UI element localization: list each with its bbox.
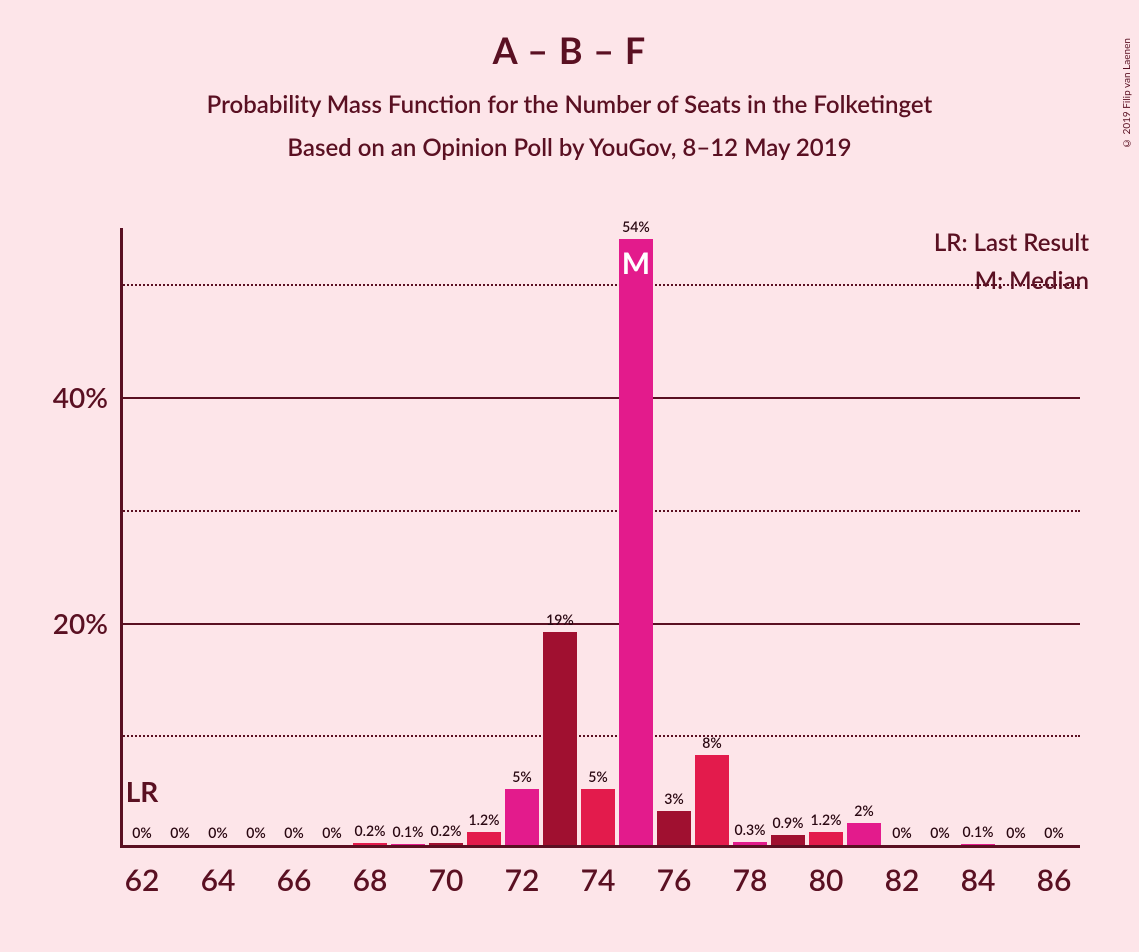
copyright: © 2019 Filip van Laenen <box>1121 38 1133 149</box>
x-tick-label: 64 <box>201 862 236 898</box>
bar-value-label: 0% <box>246 824 265 841</box>
last-result-mark: LR <box>126 774 159 808</box>
bar: 0.9% <box>771 835 804 845</box>
gridline-minor <box>120 510 1080 512</box>
bar: 0.1% <box>961 844 994 845</box>
bar: 0.1% <box>391 844 424 845</box>
bar-value-label: 0% <box>322 824 341 841</box>
gridline-minor <box>120 284 1080 286</box>
median-mark: M <box>622 245 650 281</box>
x-tick-label: 68 <box>353 862 388 898</box>
bar-value-label: 2% <box>854 802 873 819</box>
bar-value-label: 19% <box>546 611 574 628</box>
bar-value-label: 0.2% <box>431 822 462 839</box>
bar: 3% <box>657 811 690 845</box>
x-tick-label: 82 <box>885 862 920 898</box>
bar-value-label: 0.1% <box>963 823 994 840</box>
x-tick-label: 86 <box>1037 862 1072 898</box>
bar: 0.2% <box>353 843 386 845</box>
bar-value-label: 0% <box>1044 824 1063 841</box>
bar-value-label: 8% <box>702 734 721 751</box>
x-tick-label: 80 <box>809 862 844 898</box>
chart-subtitle-2: Based on an Opinion Poll by YouGov, 8–12… <box>0 133 1139 162</box>
bar: 0.2% <box>429 843 462 845</box>
x-tick-label: 66 <box>277 862 312 898</box>
y-tick-label: 40% <box>53 380 108 414</box>
x-tick-label: 84 <box>961 862 996 898</box>
x-tick-label: 76 <box>657 862 692 898</box>
gridline-major <box>120 623 1080 625</box>
bar-value-label: 0% <box>208 824 227 841</box>
bar: 5% <box>581 789 614 845</box>
bar: 1.2% <box>809 832 842 845</box>
bar: 5% <box>505 789 538 845</box>
bar-value-label: 0.2% <box>355 822 386 839</box>
bar: 19% <box>543 632 576 845</box>
bar: 54%M <box>619 239 652 845</box>
bar: 8% <box>695 755 728 845</box>
bar-value-label: 3% <box>664 790 683 807</box>
bar-value-label: 0.1% <box>393 823 424 840</box>
bar-value-label: 1.2% <box>811 811 842 828</box>
bar-value-label: 5% <box>588 768 607 785</box>
bar-value-label: 0% <box>930 824 949 841</box>
gridline-minor <box>120 735 1080 737</box>
bar-value-label: 0% <box>1006 824 1025 841</box>
bar-value-label: 54% <box>622 218 650 235</box>
bar-value-label: 0% <box>170 824 189 841</box>
y-tick-label: 20% <box>53 606 108 640</box>
pmf-bar-chart: 20%40%626466687072747678808284860%0%0%0%… <box>120 228 1080 848</box>
x-tick-label: 62 <box>125 862 160 898</box>
x-axis <box>120 845 1080 848</box>
bar: 0.3% <box>733 842 766 845</box>
x-tick-label: 70 <box>429 862 464 898</box>
chart-subtitle-1: Probability Mass Function for the Number… <box>0 90 1139 119</box>
bar-value-label: 0% <box>284 824 303 841</box>
bar: 1.2% <box>467 832 500 845</box>
x-tick-label: 74 <box>581 862 616 898</box>
x-tick-label: 72 <box>505 862 540 898</box>
bar: 2% <box>847 823 880 845</box>
bar-value-label: 0.3% <box>735 821 766 838</box>
chart-title: A – B – F <box>0 28 1139 72</box>
gridline-major <box>120 397 1080 399</box>
bar-value-label: 0% <box>892 824 911 841</box>
y-axis <box>120 228 123 848</box>
bar-value-label: 1.2% <box>469 811 500 828</box>
bar-value-label: 0.9% <box>773 814 804 831</box>
bar-value-label: 0% <box>132 824 151 841</box>
x-tick-label: 78 <box>733 862 768 898</box>
bar-value-label: 5% <box>512 768 531 785</box>
